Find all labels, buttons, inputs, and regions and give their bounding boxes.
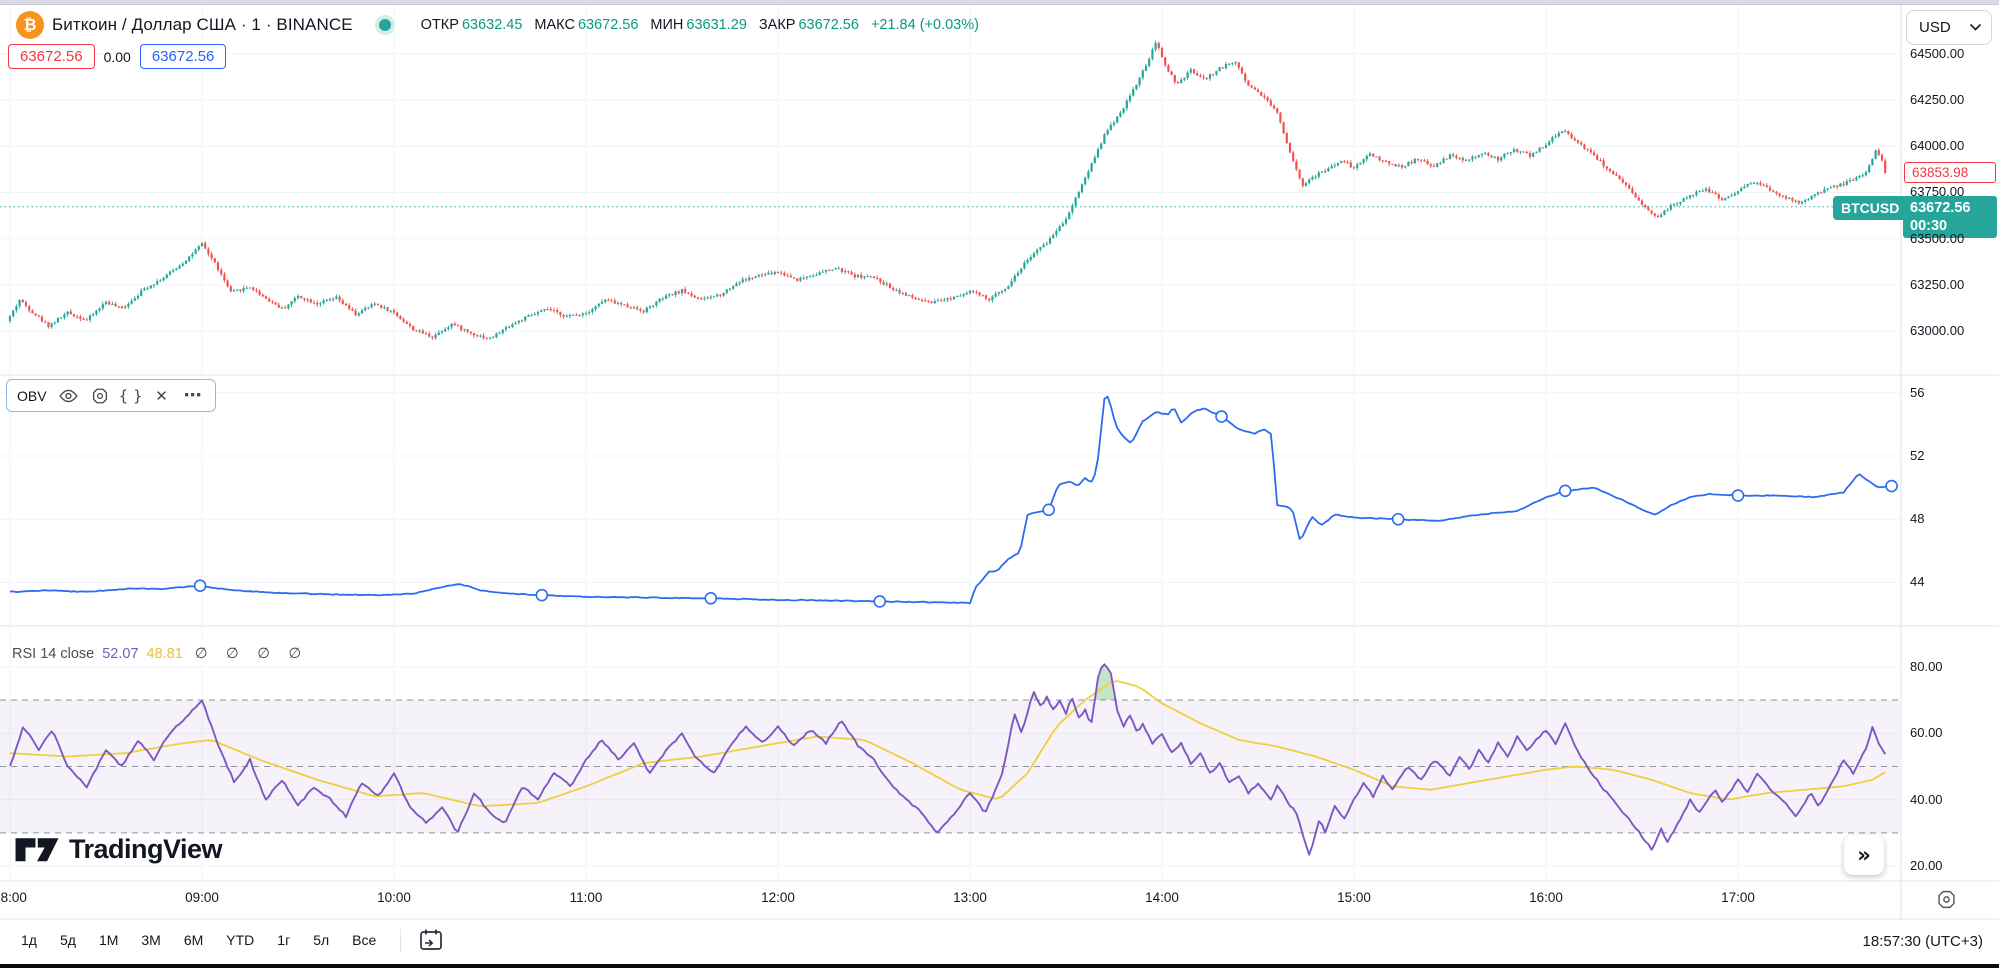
bid-ask-row: 63672.56 0.00 63672.56 [8, 44, 227, 69]
settings-icon[interactable] [88, 385, 112, 407]
rsi-value: 52.07 [102, 646, 139, 662]
price-scale-label[interactable]: 63500.00 [1910, 230, 1965, 246]
range-button-1д[interactable]: 1д [21, 932, 37, 948]
currency-label: USD [1919, 19, 1951, 36]
eye-icon[interactable] [57, 385, 81, 407]
time-scale-label[interactable]: 12:00 [761, 890, 795, 905]
high-label: МАКС [534, 17, 575, 33]
range-button-3M[interactable]: 3M [141, 932, 161, 948]
session-clock[interactable]: 18:57:30 (UTC+3) [1862, 933, 1983, 950]
range-button-1M[interactable]: 1M [98, 932, 119, 948]
rsi-ma-value: 48.81 [146, 646, 183, 662]
change-value: +21.84 (+0.03%) [870, 17, 979, 33]
price-scale-label[interactable]: 64000.00 [1910, 138, 1965, 154]
current-price-value: 63672.56 [1910, 200, 1971, 216]
obv-scale-label[interactable]: 48 [1910, 511, 1925, 527]
range-button-YTD[interactable]: YTD [226, 932, 255, 948]
source-code-icon[interactable]: { } [118, 386, 143, 405]
double-chevron-right-icon: » [1857, 843, 1871, 867]
obv-scale-label[interactable]: 56 [1910, 384, 1925, 400]
buy-price-button[interactable]: 63672.56 [139, 44, 227, 69]
restore-pane-button[interactable]: » [1844, 835, 1884, 875]
high-value: 63672.56 [577, 17, 639, 33]
chevron-down-icon [1970, 24, 1981, 31]
obv-legend-toolbar[interactable]: OBV { } ✕ ⋯ [6, 379, 216, 412]
time-scale-label[interactable]: 17:00 [1721, 890, 1755, 905]
current-price-badge: 63672.56 00:30 [1903, 196, 1997, 238]
toolbar-divider [400, 929, 401, 953]
rsi-scale-label[interactable]: 60.00 [1910, 725, 1943, 741]
currency-dropdown[interactable]: USD [1906, 10, 1992, 45]
rsi-scale-label[interactable]: 20.00 [1910, 858, 1943, 874]
tradingview-wordmark: TradingView [69, 833, 223, 864]
obv-scale-label[interactable]: 44 [1910, 574, 1925, 590]
ohlc-values: ОТКР 63632.45 МАКС 63672.56 МИН 63631.29 ЗА… [421, 17, 979, 33]
more-icon[interactable]: ⋯ [183, 385, 202, 406]
time-scale-label[interactable]: 10:00 [377, 890, 411, 905]
market-status-icon[interactable] [374, 15, 395, 35]
price-scale-label[interactable]: 63000.00 [1910, 323, 1965, 339]
go-to-date-icon[interactable] [418, 927, 445, 954]
bitcoin-icon: ₿ [16, 11, 44, 39]
open-label: ОТКР [420, 17, 459, 33]
window-top-edge [0, 0, 1999, 5]
rsi-title: RSI 14 close [12, 646, 95, 662]
range-button-Все[interactable]: Все [352, 932, 377, 948]
range-button-6M[interactable]: 6M [183, 932, 204, 948]
time-scale-label[interactable]: 16:00 [1529, 890, 1563, 905]
rsi-legend[interactable]: RSI 14 close 52.07 48.81 ∅ ∅ ∅ ∅ [12, 646, 308, 662]
price-scale-label[interactable]: 63750.00 [1910, 184, 1965, 200]
close-label: ЗАКР [758, 17, 796, 33]
time-scale-label[interactable]: 14:00 [1145, 890, 1179, 905]
range-button-5д[interactable]: 5д [59, 932, 76, 948]
range-button-5л[interactable]: 5л [313, 932, 330, 948]
window-bottom-edge [0, 964, 1999, 968]
last-bar-price-label: 63853.98 [1904, 162, 1996, 183]
price-scale-label[interactable]: 64250.00 [1910, 91, 1965, 107]
time-scale-label[interactable]: 09:00 [185, 890, 219, 905]
time-scale-label[interactable]: 13:00 [953, 890, 987, 905]
symbol-header: ₿ Биткоин / Доллар США · 1 · BINANCE ОТК… [16, 11, 979, 39]
low-label: МИН [650, 17, 684, 33]
spread-value: 0.00 [103, 48, 131, 65]
date-range-buttons: 1д 5д 1M 3M 6M YTD 1г 5л Все [14, 928, 383, 952]
close-value: 63672.56 [798, 17, 859, 33]
obv-scale-label[interactable]: 52 [1910, 448, 1925, 464]
time-scale-label[interactable]: 11:00 [569, 890, 603, 905]
tradingview-mark-icon [15, 838, 59, 862]
tradingview-logo[interactable]: TradingView [14, 832, 223, 866]
rsi-scale-label[interactable]: 80.00 [1910, 658, 1943, 674]
obv-title: OBV [17, 387, 47, 404]
sell-price-button[interactable]: 63672.56 [8, 44, 95, 69]
bar-countdown: 00:30 [1910, 218, 1948, 234]
range-button-1г[interactable]: 1г [277, 932, 291, 948]
low-value: 63631.29 [686, 17, 747, 33]
rsi-scale-label[interactable]: 40.00 [1910, 791, 1943, 807]
open-value: 63632.45 [461, 17, 523, 33]
symbol-price-chip: BTCUSD [1833, 196, 1908, 220]
price-scale-label[interactable]: 63250.00 [1910, 277, 1965, 293]
rsi-hidden-values: ∅ ∅ ∅ ∅ [194, 646, 309, 662]
time-scale-label[interactable]: 15:00 [1337, 890, 1371, 905]
bottom-toolbar: 1д 5д 1M 3M 6M YTD 1г 5л Все 18:57:30 (UTC+3) [0, 920, 1999, 964]
time-scale-label[interactable]: 08:00 [0, 890, 27, 905]
remove-icon[interactable]: ✕ [155, 386, 168, 405]
price-scale-label[interactable]: 64500.00 [1910, 45, 1965, 61]
symbol-title[interactable]: Биткоин / Доллар США · 1 · BINANCE [52, 15, 353, 34]
time-axis-settings-icon[interactable] [1936, 889, 1958, 911]
